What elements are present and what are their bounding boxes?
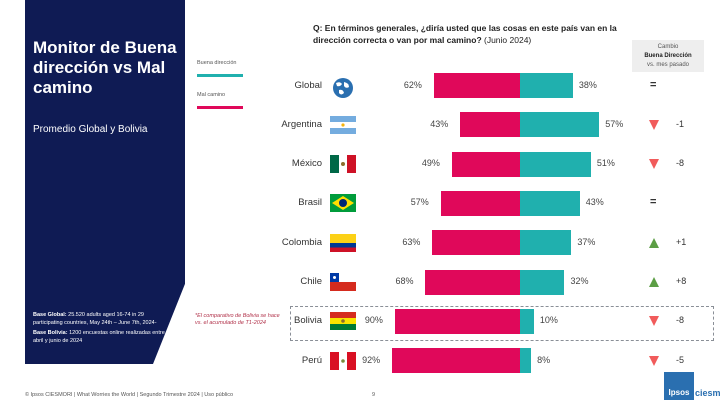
base-bolivia: Base Bolivia: 1200 encuestas online real…: [33, 330, 165, 344]
data-label-mal-camino: 63%: [402, 236, 421, 247]
data-label-mal-camino: 43%: [430, 118, 449, 129]
triangle-down-icon: [649, 159, 659, 170]
change-equal-icon: =: [650, 78, 657, 91]
change-value: -8: [676, 315, 685, 326]
bar-mal-camino: [394, 308, 520, 334]
triangle-up-icon: [649, 237, 659, 248]
base-notes: Base Global: 25.520 adults aged 16-74 in…: [33, 312, 173, 345]
legend-bad-swatch: [197, 106, 243, 109]
data-label-buena-direccion: 8%: [537, 354, 551, 365]
change-value: -5: [676, 354, 685, 365]
bar-buena-direccion: [520, 269, 565, 295]
data-label-buena-direccion: 37%: [577, 236, 596, 247]
bar-mal-camino: [392, 348, 520, 374]
category-label: Brasil: [298, 197, 322, 209]
globe-icon: [330, 77, 356, 98]
flag-bolivia: [330, 312, 356, 331]
data-label-mal-camino: 62%: [403, 79, 422, 90]
data-label-mal-camino: 92%: [362, 354, 381, 365]
logo-partner: ciesmori: [695, 388, 720, 398]
bar-mal-camino: [433, 73, 520, 98]
triangle-up-icon: [649, 277, 659, 287]
flag-brazil: [330, 194, 356, 213]
flag-chile: [330, 273, 356, 291]
flag-peru: [330, 351, 356, 370]
footer-text: © Ipsos CIESMORI | What Worries the Worl…: [25, 392, 234, 398]
category-label: Chile: [300, 276, 322, 287]
bar-buena-direccion: [520, 190, 580, 216]
bar-mal-camino: [451, 151, 520, 177]
category-label: Colombia: [281, 236, 322, 248]
question-text: Q: En términos generales, ¿diría usted q…: [313, 23, 617, 45]
data-label-mal-camino: 90%: [364, 315, 383, 326]
title-panel: Monitor de Buena dirección vs Mal camino…: [25, 0, 185, 364]
base-global: Base Global: 25.520 adults aged 16-74 in…: [33, 312, 157, 326]
data-label-buena-direccion: 57%: [605, 118, 624, 129]
data-label-buena-direccion: 43%: [585, 197, 604, 208]
bar-buena-direccion: [520, 112, 600, 138]
data-label-buena-direccion: 32%: [570, 276, 589, 286]
flag-mexico: [330, 155, 356, 174]
category-label: México: [291, 158, 322, 170]
change-value: +1: [676, 236, 687, 247]
bar-buena-direccion: [520, 348, 532, 374]
slide-subtitle: Promedio Global y Bolivia: [33, 124, 148, 135]
flag-argentina: [330, 115, 356, 134]
legend-bad-label: Mal camino: [197, 92, 226, 98]
bar-buena-direccion: [520, 230, 572, 256]
bar-mal-camino: [440, 190, 520, 216]
change-equal-icon: =: [650, 196, 657, 209]
bolivia-note: *El comparativo de Bolivia se hace vs. e…: [195, 313, 280, 326]
triangle-down-icon: [649, 316, 659, 327]
data-label-mal-camino: 49%: [421, 158, 440, 169]
slide-title: Monitor de Buena dirección vs Mal camino: [33, 38, 177, 97]
logo-brand: Ipsos: [664, 372, 694, 400]
legend-good-swatch: [197, 74, 243, 77]
change-header: Cambio Buena Dirección vs. mes pasado: [632, 40, 704, 72]
category-label: Argentina: [281, 118, 322, 130]
change-value: +8: [676, 276, 687, 286]
bar-mal-camino: [432, 230, 520, 256]
flag-colombia: [330, 233, 356, 252]
bar-mal-camino: [460, 112, 520, 138]
data-label-buena-direccion: 51%: [596, 158, 615, 169]
bar-buena-direccion: [520, 308, 534, 334]
bolivia-highlight-box: [290, 306, 714, 341]
change-value: -1: [676, 118, 685, 129]
data-label-buena-direccion: 10%: [539, 315, 558, 326]
ipsos-logo: Ipsos ciesmori: [664, 372, 720, 400]
data-label-buena-direccion: 38%: [578, 79, 597, 90]
triangle-down-icon: [649, 355, 659, 366]
triangle-down-icon: [649, 119, 659, 130]
category-label: Bolivia: [294, 315, 322, 327]
data-label-mal-camino: 68%: [395, 276, 414, 286]
category-label: Global: [294, 79, 322, 91]
data-label-mal-camino: 57%: [410, 197, 429, 208]
bar-mal-camino: [425, 269, 520, 295]
category-label: Perú: [301, 354, 322, 366]
bar-buena-direccion: [520, 73, 573, 98]
bar-buena-direccion: [520, 151, 591, 177]
page-number: 9: [372, 392, 376, 398]
change-value: -8: [676, 158, 685, 169]
legend-good-label: Buena dirección: [197, 60, 237, 66]
